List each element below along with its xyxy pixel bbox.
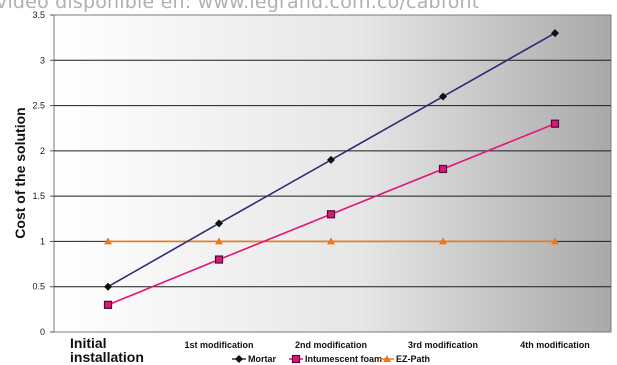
data-point (327, 155, 335, 164)
y-tick-label: 0 (40, 327, 45, 337)
data-point (438, 164, 448, 174)
y-tick-label: 3 (40, 55, 45, 65)
series-intumescent-foam (103, 119, 560, 309)
legend-label: Mortar (248, 354, 276, 364)
y-axis-ticks: 0 0.5 1 1.5 2 2.5 3 3.5 (32, 10, 54, 337)
legend-label: EZ-Path (396, 354, 430, 364)
data-point (215, 237, 223, 245)
data-point (103, 300, 113, 309)
y-tick-label: 2.5 (32, 101, 45, 111)
x-tick-label: 4th modification (520, 340, 590, 350)
y-tick-label: 0.5 (32, 282, 45, 292)
legend-swatch-marker (235, 355, 243, 363)
y-tick-label: 1.5 (32, 191, 45, 201)
legend-swatch-marker (291, 354, 301, 364)
data-point (439, 237, 447, 245)
data-point (326, 210, 336, 219)
legend-item: Intumescent foam (289, 354, 382, 364)
data-point (215, 219, 223, 228)
y-tick-label: 1 (40, 236, 45, 246)
data-point (551, 29, 559, 38)
data-point (551, 237, 559, 245)
x-tick-label: installation (70, 349, 144, 365)
series-mortar (104, 29, 559, 291)
data-point (439, 92, 447, 101)
x-tick-label: 2nd modification (295, 340, 367, 350)
legend: Mortar Intumescent foam EZ-Path (232, 354, 430, 364)
data-point (550, 119, 560, 128)
data-point (104, 282, 112, 291)
legend-item: EZ-Path (380, 354, 430, 364)
data-point (104, 237, 112, 245)
y-axis-label: Cost of the solution (12, 107, 28, 238)
data-point (214, 255, 224, 264)
data-point (327, 237, 335, 245)
x-tick-label: 3rd modification (408, 340, 478, 350)
y-tick-label: 3.5 (32, 10, 45, 20)
series-lines (103, 29, 560, 309)
series-ez-path (104, 237, 559, 245)
legend-label: Intumescent foam (305, 354, 382, 364)
legend-swatch-marker (383, 355, 391, 362)
y-tick-label: 2 (40, 146, 45, 156)
x-tick-label: Initial (70, 335, 107, 351)
legend-item: Mortar (232, 354, 276, 364)
x-tick-label: 1st modification (184, 340, 253, 350)
plot-area (53, 14, 612, 333)
source-caption: video disponible en: www.legrand.com.co/… (0, 0, 480, 13)
